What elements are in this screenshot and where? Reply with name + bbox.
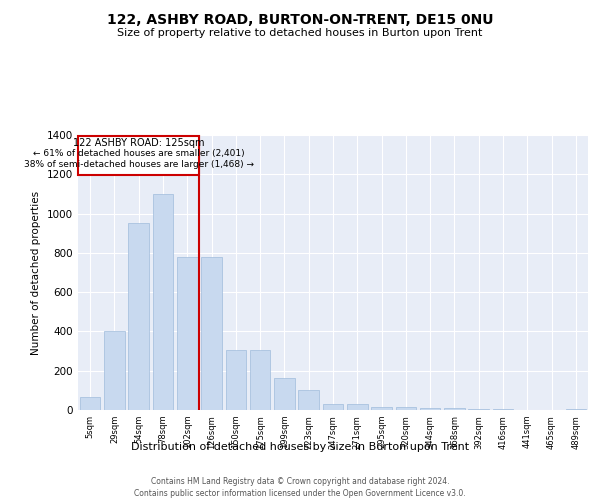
Bar — [566, 409, 586, 410]
Bar — [250, 350, 271, 410]
Text: 122 ASHBY ROAD: 125sqm: 122 ASHBY ROAD: 125sqm — [73, 138, 205, 148]
Bar — [177, 257, 197, 410]
Text: Distribution of detached houses by size in Burton upon Trent: Distribution of detached houses by size … — [131, 442, 469, 452]
Bar — [80, 397, 100, 410]
Bar — [395, 407, 416, 410]
Y-axis label: Number of detached properties: Number of detached properties — [31, 190, 41, 354]
Text: Contains public sector information licensed under the Open Government Licence v3: Contains public sector information licen… — [134, 489, 466, 498]
Text: Contains HM Land Registry data © Crown copyright and database right 2024.: Contains HM Land Registry data © Crown c… — [151, 478, 449, 486]
Bar — [152, 194, 173, 410]
Bar — [323, 404, 343, 410]
Bar — [371, 407, 392, 410]
FancyBboxPatch shape — [78, 136, 199, 175]
Bar — [469, 409, 489, 410]
Bar — [104, 332, 125, 410]
Bar — [493, 409, 514, 410]
Bar — [298, 390, 319, 410]
Text: 38% of semi-detached houses are larger (1,468) →: 38% of semi-detached houses are larger (… — [24, 160, 254, 169]
Text: ← 61% of detached houses are smaller (2,401): ← 61% of detached houses are smaller (2,… — [33, 149, 245, 158]
Bar — [201, 257, 222, 410]
Text: 122, ASHBY ROAD, BURTON-ON-TRENT, DE15 0NU: 122, ASHBY ROAD, BURTON-ON-TRENT, DE15 0… — [107, 12, 493, 26]
Bar — [347, 404, 368, 410]
Bar — [274, 378, 295, 410]
Bar — [444, 408, 465, 410]
Bar — [226, 350, 246, 410]
Bar — [420, 408, 440, 410]
Bar — [128, 224, 149, 410]
Text: Size of property relative to detached houses in Burton upon Trent: Size of property relative to detached ho… — [118, 28, 482, 38]
